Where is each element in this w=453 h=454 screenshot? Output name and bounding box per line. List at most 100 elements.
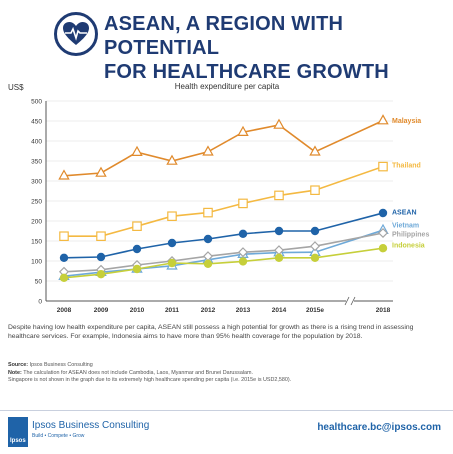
x-tick-labels: 2008 2009 2010 2011 2012 2013 2014 2015e 2018 [57, 307, 391, 314]
x-tick-label: 2009 [94, 307, 109, 314]
data-point [378, 244, 388, 253]
y-tick-label: 50 [35, 279, 43, 286]
x-tick-label: 2010 [130, 307, 145, 314]
source-notes: Source: Ipsos Business Consulting Note: … [8, 362, 448, 385]
series-vietnam [58, 223, 389, 280]
y-tick-label: 0 [38, 299, 42, 306]
data-point [377, 227, 389, 239]
data-point [58, 169, 70, 180]
series-line [63, 232, 384, 273]
chart-title: Health expenditure per capita [175, 82, 280, 91]
axis-break-gap [346, 297, 354, 305]
series-layer [58, 114, 389, 282]
y-tick-labels: 0 50 100 150 200 250 300 350 400 450 500 [31, 99, 42, 306]
header: ASEAN, A REGION WITH POTENTIAL FOR HEALT… [0, 0, 453, 83]
note-label: Note: [8, 369, 22, 376]
data-point [274, 190, 284, 201]
y-tick-label: 450 [31, 119, 42, 126]
y-tick-label: 100 [31, 259, 42, 266]
series-philippines [58, 227, 389, 277]
data-point [378, 161, 388, 172]
series-line [63, 247, 384, 279]
data-point [131, 145, 143, 157]
data-point [167, 258, 177, 268]
axis-break-mark [344, 296, 350, 306]
x-tick-label: 2013 [236, 307, 251, 314]
data-point [237, 247, 249, 258]
series-label: Indonesia [392, 243, 425, 250]
data-point [238, 257, 248, 266]
series-asean [59, 208, 388, 262]
page-title: ASEAN, A REGION WITH POTENTIAL FOR HEALT… [104, 12, 453, 84]
data-point [59, 273, 69, 282]
y-tick-label: 250 [31, 199, 42, 206]
y-tick-label: 500 [31, 99, 42, 106]
x-tick-label: 2011 [165, 307, 179, 314]
series-label: Thailand [392, 163, 421, 170]
data-point [166, 154, 178, 165]
x-tick-label: 2018 [376, 307, 391, 314]
x-tick-label: 2012 [201, 307, 216, 314]
title-line-2: FOR HEALTHCARE GROWTH [104, 61, 389, 83]
data-point [310, 253, 320, 262]
series-label: Malaysia [392, 118, 421, 125]
data-point [167, 211, 177, 221]
x-tick-label: 2014 [272, 307, 287, 314]
brand-name: Ipsos Business Consulting [32, 420, 150, 431]
y-tick-label: 350 [31, 159, 42, 166]
brand-tagline: Build • Compete • Grow [32, 433, 85, 439]
footer: Ipsos Ipsos Business Consulting Build • … [0, 410, 453, 454]
data-point [273, 118, 285, 129]
axis-break-mark [350, 296, 356, 306]
data-point [132, 244, 142, 254]
data-point [132, 264, 142, 274]
data-point [238, 229, 248, 238]
series-label: Philippines [392, 231, 429, 238]
x-tick-label: 2008 [57, 307, 72, 314]
note-text: The calculation for ASEAN does not inclu… [23, 369, 254, 376]
y-tick-label: 400 [31, 139, 42, 146]
data-point [96, 231, 106, 241]
data-point [96, 270, 106, 279]
body-text: Despite having low health expenditure pe… [8, 324, 414, 340]
series-thailand [59, 161, 388, 241]
data-point [237, 125, 249, 137]
data-point [238, 198, 248, 209]
y-axis-label: US$ [8, 83, 24, 92]
health-expenditure-chart: Health expenditure per capita US$ 0 50 100… [8, 82, 429, 314]
contact-email-link[interactable]: healthcare.bc@ipsos.com [317, 422, 441, 433]
data-point [310, 185, 320, 195]
data-point [310, 226, 320, 236]
data-point [309, 145, 321, 156]
series-malaysia [58, 114, 389, 180]
data-point [167, 238, 177, 248]
grid [45, 100, 393, 306]
data-point [377, 114, 389, 125]
series-label: ASEAN [392, 210, 417, 217]
data-point [203, 207, 213, 218]
source-text: Ipsos Business Consulting [29, 362, 93, 368]
series-line [63, 212, 384, 259]
ipsos-logo: Ipsos [8, 417, 28, 447]
data-point [378, 208, 388, 218]
source-label: Source: [8, 362, 29, 368]
data-point [274, 253, 284, 262]
title-line-1: ASEAN, A REGION WITH POTENTIAL [104, 13, 344, 59]
x-tick-label: 2015e [306, 307, 324, 314]
series-label: Vietnam [392, 223, 419, 230]
series-line [63, 119, 384, 177]
data-point [59, 231, 69, 241]
data-point [59, 253, 69, 262]
ipsos-logo-text: Ipsos [10, 438, 26, 444]
note-text-2: Singapore is not shown in the graph due … [8, 377, 292, 383]
y-tick-label: 150 [31, 239, 42, 246]
data-point [274, 226, 284, 236]
y-tick-label: 300 [31, 179, 42, 186]
series-indonesia [59, 244, 388, 282]
y-tick-label: 200 [31, 219, 42, 226]
data-point [96, 252, 106, 262]
data-point [95, 166, 107, 177]
data-point [309, 241, 321, 252]
data-point [132, 221, 142, 231]
